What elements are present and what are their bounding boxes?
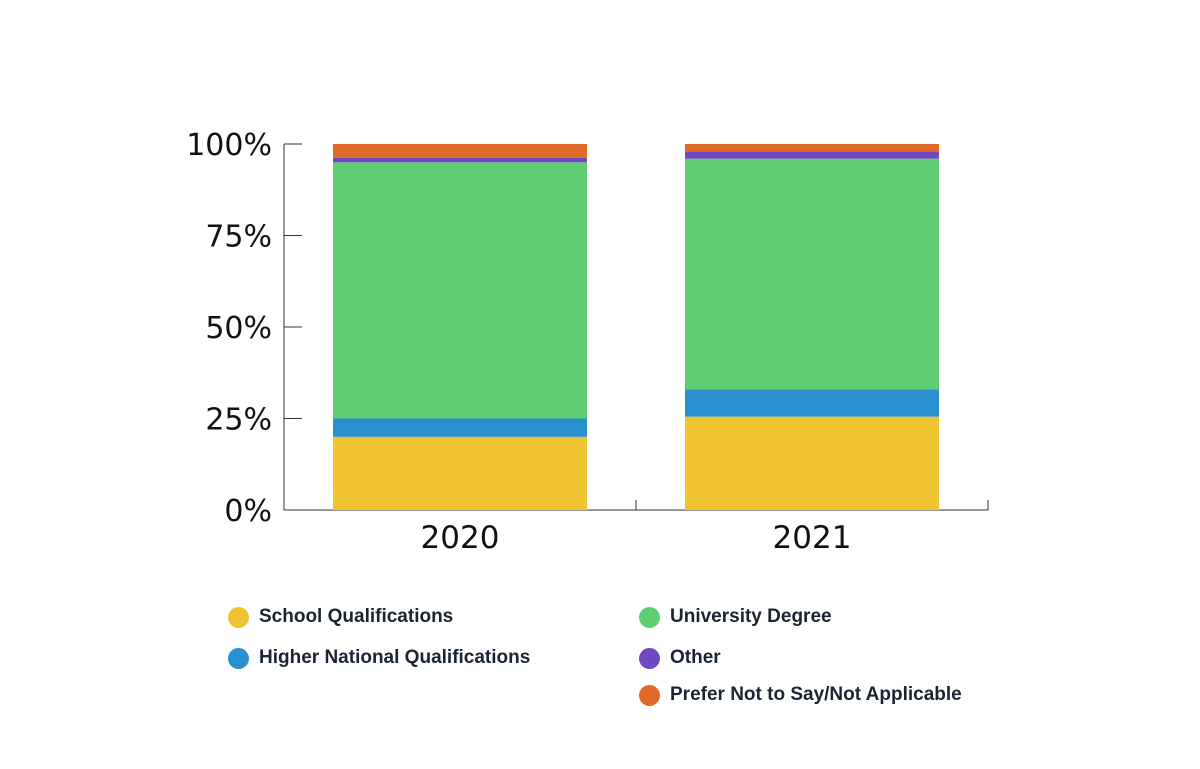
x-tick-label-2020: 2020 (421, 520, 500, 556)
bar-2021-other (685, 151, 939, 159)
bar-2020-school-qualifications (333, 436, 587, 510)
bar-2021-prefer-not-to-say-not-applicable (685, 144, 939, 152)
bar-2020-university-degree (333, 162, 587, 419)
y-axis: 0% 25% 50% 75% 100% (186, 128, 302, 529)
y-tick-label: 25% (205, 403, 272, 438)
bars (333, 144, 939, 510)
x-axis: 2020 2021 (284, 500, 989, 556)
y-tick-label: 50% (205, 311, 272, 346)
y-tick-label: 0% (224, 494, 272, 529)
x-tick-label-2021: 2021 (773, 520, 852, 556)
bar-2021-higher-national-qualifications (685, 389, 939, 417)
y-tick-label: 100% (186, 128, 272, 163)
y-tick-label: 75% (205, 220, 272, 255)
bar-2020-prefer-not-to-say-not-applicable (333, 144, 587, 158)
bar-2021-university-degree (685, 158, 939, 390)
bar-2021-school-qualifications (685, 416, 939, 510)
bar-2020-higher-national-qualifications (333, 418, 587, 437)
bar-2020-other (333, 157, 587, 163)
